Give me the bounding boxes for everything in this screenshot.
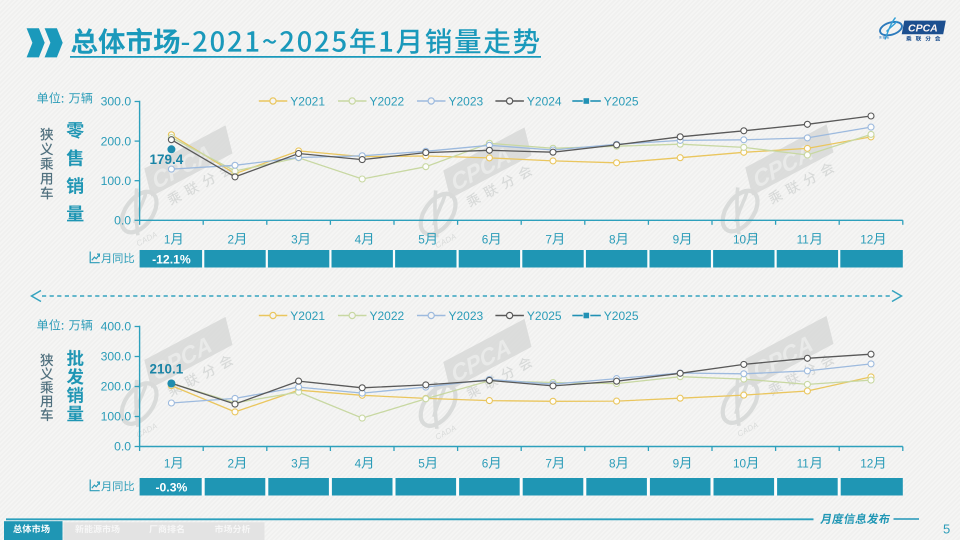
svg-text:Y2022: Y2022 (370, 94, 405, 108)
svg-text:-0.3%: -0.3% (155, 480, 187, 494)
svg-text:7: 7 (545, 456, 552, 470)
svg-text:12: 12 (860, 456, 873, 470)
svg-text:200.0: 200.0 (101, 380, 132, 394)
svg-text:100.0: 100.0 (101, 410, 132, 424)
svg-text:Y2021: Y2021 (290, 94, 325, 108)
svg-text:Y2023: Y2023 (449, 94, 484, 108)
svg-text:0.0: 0.0 (114, 214, 131, 228)
svg-text:179.4: 179.4 (150, 152, 184, 167)
svg-text:5: 5 (418, 456, 425, 470)
svg-text:5: 5 (943, 522, 950, 537)
svg-text:Y2024: Y2024 (527, 94, 562, 108)
svg-text:3: 3 (291, 232, 298, 246)
svg-text:Y2025: Y2025 (604, 94, 639, 108)
svg-text:6: 6 (482, 456, 489, 470)
svg-text:100.0: 100.0 (101, 174, 132, 188)
svg-text:CPCA: CPCA (908, 23, 938, 35)
svg-text:11: 11 (797, 232, 809, 246)
svg-text:0.0: 0.0 (114, 440, 131, 454)
svg-text:300.0: 300.0 (101, 350, 132, 364)
svg-text:12: 12 (860, 232, 873, 246)
svg-text:2: 2 (228, 232, 235, 246)
svg-text:Y2022: Y2022 (370, 309, 405, 323)
svg-text:9: 9 (673, 232, 680, 246)
svg-text:7: 7 (545, 232, 552, 246)
svg-text:1: 1 (164, 456, 171, 470)
svg-text:2: 2 (228, 456, 235, 470)
svg-text:Y2023: Y2023 (449, 309, 484, 323)
svg-text:11: 11 (797, 456, 809, 470)
svg-text:5: 5 (418, 232, 425, 246)
svg-text:6: 6 (482, 232, 489, 246)
svg-text:8: 8 (609, 232, 616, 246)
svg-text:10: 10 (733, 456, 747, 470)
svg-text:3: 3 (291, 456, 298, 470)
svg-text:Y2025: Y2025 (527, 309, 562, 323)
svg-text:400.0: 400.0 (101, 320, 132, 334)
svg-text:300.0: 300.0 (101, 95, 132, 109)
svg-text:210.1: 210.1 (150, 362, 184, 377)
svg-text:4: 4 (355, 456, 362, 470)
svg-text:8: 8 (609, 456, 616, 470)
svg-text:-12.1%: -12.1% (152, 252, 191, 266)
svg-text:200.0: 200.0 (101, 134, 132, 148)
svg-text:10: 10 (733, 232, 747, 246)
svg-text:1: 1 (164, 232, 171, 246)
svg-text:9: 9 (673, 456, 680, 470)
svg-text:Y2025: Y2025 (604, 309, 639, 323)
svg-text:Y2021: Y2021 (290, 309, 325, 323)
svg-text:4: 4 (355, 232, 362, 246)
